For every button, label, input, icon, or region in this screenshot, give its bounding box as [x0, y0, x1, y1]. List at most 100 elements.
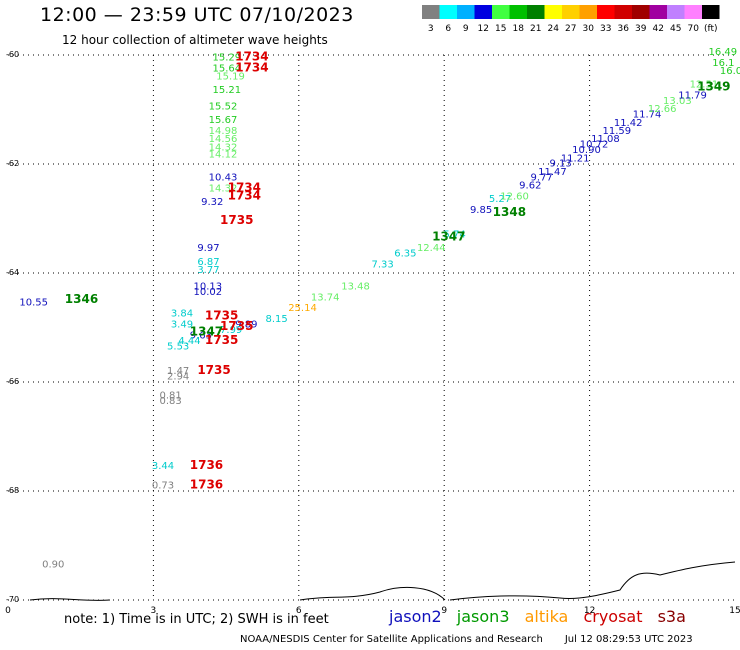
wave-height-label: 14.32: [209, 183, 238, 194]
plot-grid: [8, 54, 735, 601]
wave-height-label: 11.42: [614, 118, 643, 129]
colorbar-swatch: [562, 5, 580, 19]
credit-text: NOAA/NESDIS Center for Satellite Applica…: [240, 634, 543, 645]
coastline-path: [29, 561, 736, 601]
pass-time-label: 1347: [432, 229, 465, 243]
pass-time-label: 1736: [190, 458, 223, 472]
wave-height-label: 11.08: [591, 134, 620, 145]
colorbar-label: 70: [688, 24, 700, 34]
pass-time-label: 1735: [220, 319, 253, 333]
wave-height-label: 11.79: [678, 91, 707, 102]
wave-height-label: 0.81: [159, 390, 181, 401]
wave-height-label: 3.77: [197, 265, 219, 276]
colorbar-swatch: [474, 5, 492, 19]
x-tick-label: 15: [729, 606, 740, 616]
wave-height-label: 16.0: [720, 66, 740, 77]
legend-jason3: jason3: [456, 607, 510, 626]
wave-height-label: 6.87: [197, 257, 219, 268]
colorbar-swatch: [527, 5, 545, 19]
colorbar-swatch: [702, 5, 720, 19]
wave-height-label: 10.02: [194, 287, 223, 298]
pass-time-label: 1735: [205, 333, 238, 347]
timestamp-text: Jul 12 08:29:53 UTC 2023: [564, 634, 693, 645]
colorbar-swatch: [632, 5, 650, 19]
wave-height-label: 6.35: [394, 249, 416, 260]
wave-height-label: 13.74: [311, 292, 340, 303]
wave-height-label: 12.60: [500, 191, 529, 202]
axis-ticks: 0 3 6 9 12 15 -60 -62 -64 -66 -68 -70: [5, 50, 740, 616]
colorbar-swatch: [544, 5, 562, 19]
wave-height-label: 0.83: [159, 396, 181, 407]
pass-time-label: 1734: [228, 188, 261, 202]
wave-height-label: 13.48: [341, 281, 370, 292]
colorbar-label: 24: [548, 24, 560, 34]
coastline: [29, 561, 736, 601]
pass-time-label: 1347: [190, 325, 223, 339]
wave-height-label: 10.43: [209, 172, 238, 183]
y-tick-label: -60: [6, 50, 19, 59]
wave-height-label: 15.21: [212, 85, 241, 96]
wave-height-label: 14.98: [209, 126, 238, 137]
colorbar-label: 36: [618, 24, 630, 34]
pass-time-label: 1348: [493, 205, 526, 219]
colorbar-label: 6: [445, 24, 451, 34]
wave-height-label: 15.52: [209, 102, 238, 113]
wave-height-label: 15.64: [212, 63, 241, 74]
footer-note: note: 1) Time is in UTC; 2) SWH is in fe…: [64, 612, 329, 627]
satellite-legend: jason2 jason3 altika cryosat s3a: [389, 607, 696, 626]
x-tick-label: 12: [584, 606, 595, 616]
wave-height-label: 11.47: [538, 167, 567, 178]
wave-height-label: 11.74: [633, 110, 662, 121]
wave-height-label: 9.13: [549, 159, 571, 170]
pass-time-label: 1346: [65, 292, 98, 306]
wave-height-label: 9.77: [531, 172, 553, 183]
legend-s3a: s3a: [657, 607, 686, 626]
pass-time-label: 1734: [228, 180, 261, 194]
y-tick-label: -68: [6, 486, 19, 495]
wave-height-label: 14.56: [209, 134, 238, 145]
wave-height-label: 16.1: [712, 58, 734, 69]
wave-height-label: 10.90: [572, 145, 601, 156]
wave-height-label: 5.74: [443, 230, 465, 241]
colorbar-label: 45: [670, 24, 681, 34]
wave-height-label: 9.32: [201, 197, 223, 208]
colorbar-label: 18: [513, 24, 525, 34]
colorbar-swatch: [614, 5, 632, 19]
wave-height-label: 12.66: [648, 104, 677, 115]
wave-height-label: 15.29: [212, 52, 241, 63]
page-subtitle: 12 hour collection of altimeter wave hei…: [62, 33, 328, 47]
colorbar-label: 39: [635, 24, 647, 34]
colorbar-swatch: [422, 5, 440, 19]
wave-height-label: 1.47: [167, 366, 189, 377]
y-tick-label: -66: [6, 377, 19, 386]
colorbar-swatch: [597, 5, 615, 19]
wave-height-label: 9.63: [190, 330, 212, 341]
wave-height-label: 8.15: [265, 314, 287, 325]
y-tick-label: -62: [6, 159, 19, 168]
wave-height-label: 3.49: [171, 320, 193, 331]
colorbar-label: 9: [463, 24, 469, 34]
colorbar-swatch: [579, 5, 597, 19]
y-tick-label: -64: [6, 268, 19, 277]
wave-height-label: 25.14: [288, 303, 317, 314]
wave-height-label: 13.03: [663, 96, 692, 107]
wave-height-label: 9.62: [519, 181, 541, 192]
legend-jason2: jason2: [389, 607, 442, 626]
wave-height-label: 16.49: [708, 47, 737, 58]
colorbar-legend: 3 6 9 12 15 18 21 24 27 30 33 36 39 42 45 70 (ft): [422, 5, 720, 34]
wave-height-label: 0.90: [42, 559, 64, 570]
colorbar-label: 3: [428, 24, 434, 34]
wave-height-label: 10.72: [580, 140, 609, 151]
pass-time-label: 1349: [697, 79, 730, 93]
pass-time-label: 1734: [235, 49, 268, 63]
colorbar-swatch: [439, 5, 457, 19]
wave-height-label: 15.67: [209, 115, 238, 126]
x-tick-label: 3: [151, 606, 157, 616]
x-tick-label: 0: [5, 606, 11, 616]
colorbar-label: 33: [600, 24, 611, 34]
wave-height-label: 0.73: [152, 480, 174, 491]
x-tick-label: 6: [296, 606, 302, 616]
colorbar-label: 21: [530, 24, 541, 34]
